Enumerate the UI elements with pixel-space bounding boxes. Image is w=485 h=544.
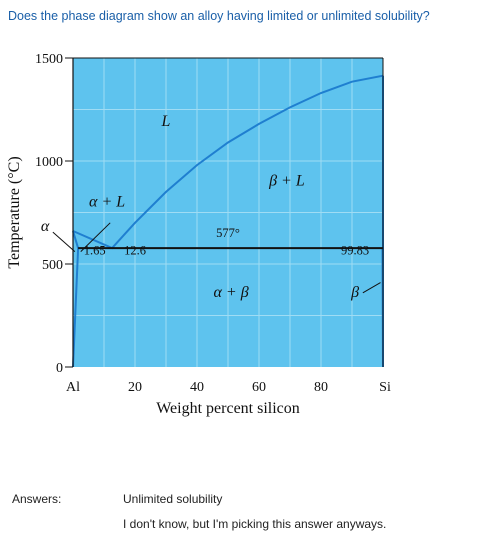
y-axis-title: Temperature (°C): [6, 156, 23, 268]
y-tick-label-500: 500: [42, 258, 63, 273]
phase-label-0: L: [161, 113, 171, 130]
answer-option-dont-know[interactable]: I don't know, but I'm picking this answe…: [123, 517, 387, 531]
y-tick-label-0: 0: [56, 361, 63, 376]
alpha-solvus-line: [72, 248, 80, 368]
grid-layer: [73, 58, 383, 367]
phase-diagram: 0 500 1000 1500 20 40 60 80 Al Si Weight percent s…: [0, 40, 485, 430]
phase-diagram-svg: 0 500 1000 1500 20 40 60 80 Al Si Weight percent s…: [6, 52, 391, 417]
y-tick-label-1000: 1000: [35, 155, 63, 170]
question-text: Does the phase diagram show an alloy hav…: [8, 9, 430, 23]
axes-layer: [65, 57, 384, 377]
text-layer: 0 500 1000 1500 20 40 60 80 Al Si Weight percent s…: [6, 52, 391, 417]
x-tick-label-80: 80: [314, 380, 328, 395]
beta-leader-line: [362, 282, 381, 294]
annotation-1: 1.65: [84, 244, 106, 258]
x-axis-title: Weight percent silicon: [156, 400, 300, 417]
phase-label-3: α + β: [214, 284, 249, 301]
phase-label-2: β + L: [268, 173, 305, 190]
answer-option-unlimited[interactable]: Unlimited solubility: [123, 492, 223, 506]
x-end-label-si: Si: [379, 380, 391, 395]
phase-label-4: α: [41, 218, 50, 235]
alpha-solidus-line: [72, 230, 80, 249]
phase-label-5: β: [350, 284, 359, 301]
x-tick-label-60: 60: [252, 380, 266, 395]
liquidus-curve: [72, 74, 384, 250]
phase-label-1: α + L: [89, 193, 125, 210]
x-end-label-al: Al: [66, 380, 80, 395]
annotation-0: 577°: [216, 226, 240, 240]
alpha-leader-line: [52, 231, 76, 253]
x-tick-label-20: 20: [128, 380, 142, 395]
eutectic-leader-line: [80, 222, 111, 252]
answers-label: Answers:: [12, 492, 62, 506]
annotation-2: 12.6: [124, 244, 146, 258]
y-tick-label-1500: 1500: [35, 52, 63, 67]
annotation-3: 99.83: [341, 244, 369, 258]
x-tick-label-40: 40: [190, 380, 204, 395]
